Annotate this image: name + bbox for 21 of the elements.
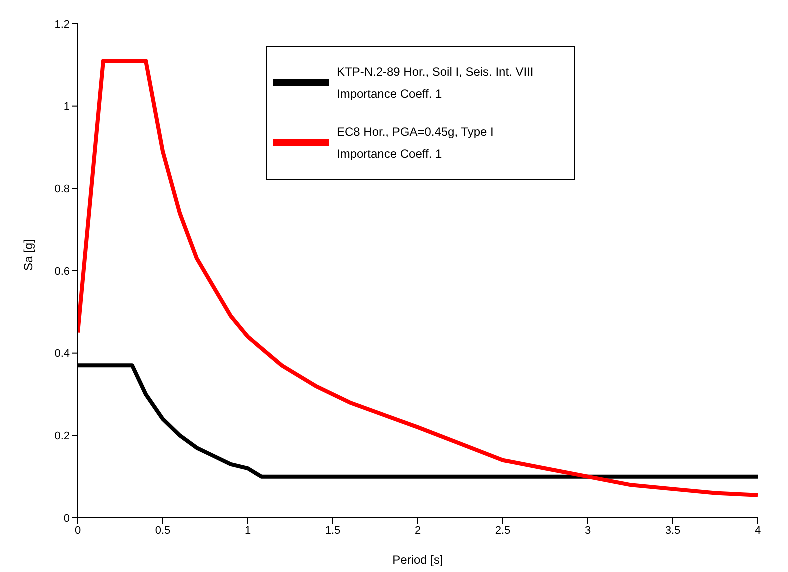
x-tick-label: 3.5 xyxy=(665,524,681,537)
line-series xyxy=(78,59,758,498)
y-tick-label: 1 xyxy=(64,101,70,114)
x-tick-label: 0 xyxy=(74,524,82,537)
y-tick-label: 0.4 xyxy=(54,348,70,360)
y-tick-label: 0 xyxy=(64,512,70,525)
x-axis-title: Period [s] xyxy=(392,553,444,567)
x-tick-label: 2 xyxy=(414,524,422,537)
legend-label: KTP-N.2-89 Hor., Soil I, Seis. Int. VIII Importance Coeff. 1 xyxy=(337,64,534,103)
y-tick-label: 0.2 xyxy=(54,430,70,443)
y-tick-label: 0.6 xyxy=(54,266,70,278)
legend-label: EC8 Hor., PGA=0.45g, Type I Importance Coeff. 1 xyxy=(337,124,494,163)
y-axis-title: Sa [g] xyxy=(21,240,36,271)
x-tick-label: 0.5 xyxy=(155,524,171,537)
x-tick-label: 1.5 xyxy=(325,524,341,537)
x-tick-label: 2.5 xyxy=(495,524,511,537)
x-tick-label: 4 xyxy=(754,524,762,537)
x-tick-label: 1 xyxy=(244,524,252,537)
x-tick-label: 3 xyxy=(584,524,592,537)
y-tick-label: 0.8 xyxy=(54,184,70,196)
y-tick-label: 1.2 xyxy=(54,18,70,31)
